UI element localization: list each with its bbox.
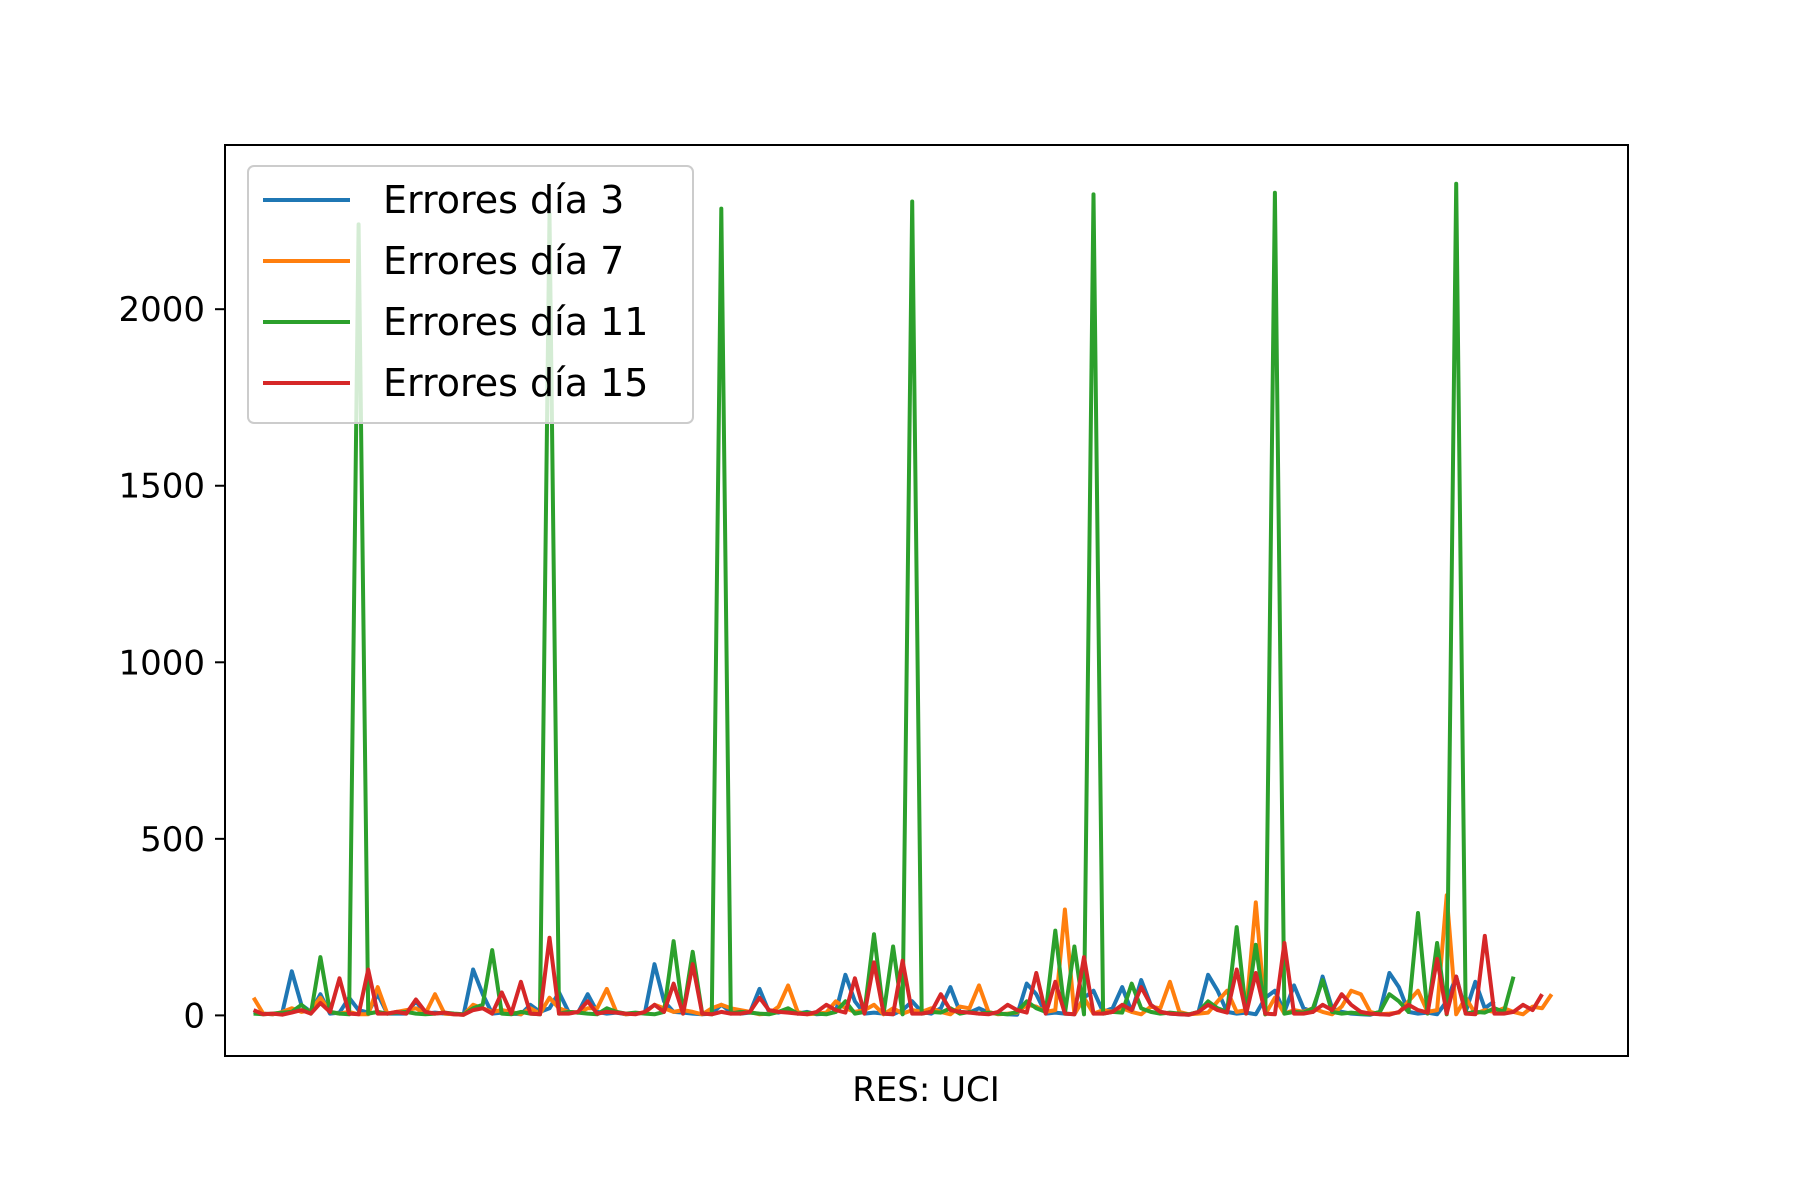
y-tick-label: 2000	[118, 290, 205, 330]
y-tick-label: 0	[183, 996, 205, 1036]
y-tick-label: 1500	[118, 467, 205, 507]
x-axis-label: RES: UCI	[852, 1070, 1000, 1110]
legend-label-1: Errores día 3	[383, 178, 624, 222]
y-axis: 0 500 1000 1500 2000	[118, 290, 225, 1036]
series-layer	[251, 181, 1554, 1017]
y-tick-label: 500	[140, 820, 205, 860]
legend-box	[247, 165, 694, 424]
plot-frame	[224, 144, 1629, 1057]
legend-label-3: Errores día 11	[383, 300, 648, 344]
y-tick-label: 1000	[118, 643, 205, 683]
legend-label-4: Errores día 15	[383, 361, 648, 405]
legend: Errores día 3 Errores día 7 Errores día 11…	[247, 165, 694, 424]
series-line-4	[252, 933, 1544, 1017]
legend-label-2: Errores día 7	[383, 239, 624, 283]
